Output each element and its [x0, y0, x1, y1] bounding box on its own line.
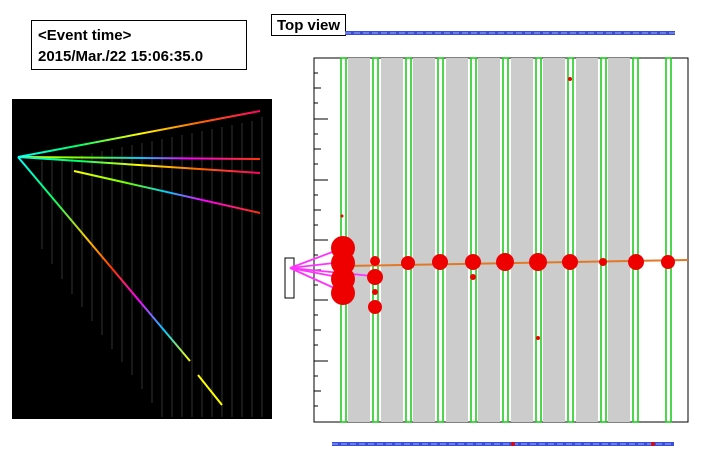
- top-view-display: [280, 30, 708, 452]
- event-time-title: <Event time>: [38, 27, 132, 44]
- event-timestamp: 2015/Mar./22 15:06:35.0: [38, 48, 204, 65]
- top-view-title: Top view: [271, 14, 347, 36]
- event-time-box: <Event time> 2015/Mar./22 15:06:35.0: [31, 20, 247, 70]
- side-view-display: [12, 99, 272, 419]
- side-view-tracks: [17, 110, 263, 417]
- top-view-frame: [313, 57, 689, 423]
- top-view-canvas: [284, 31, 689, 446]
